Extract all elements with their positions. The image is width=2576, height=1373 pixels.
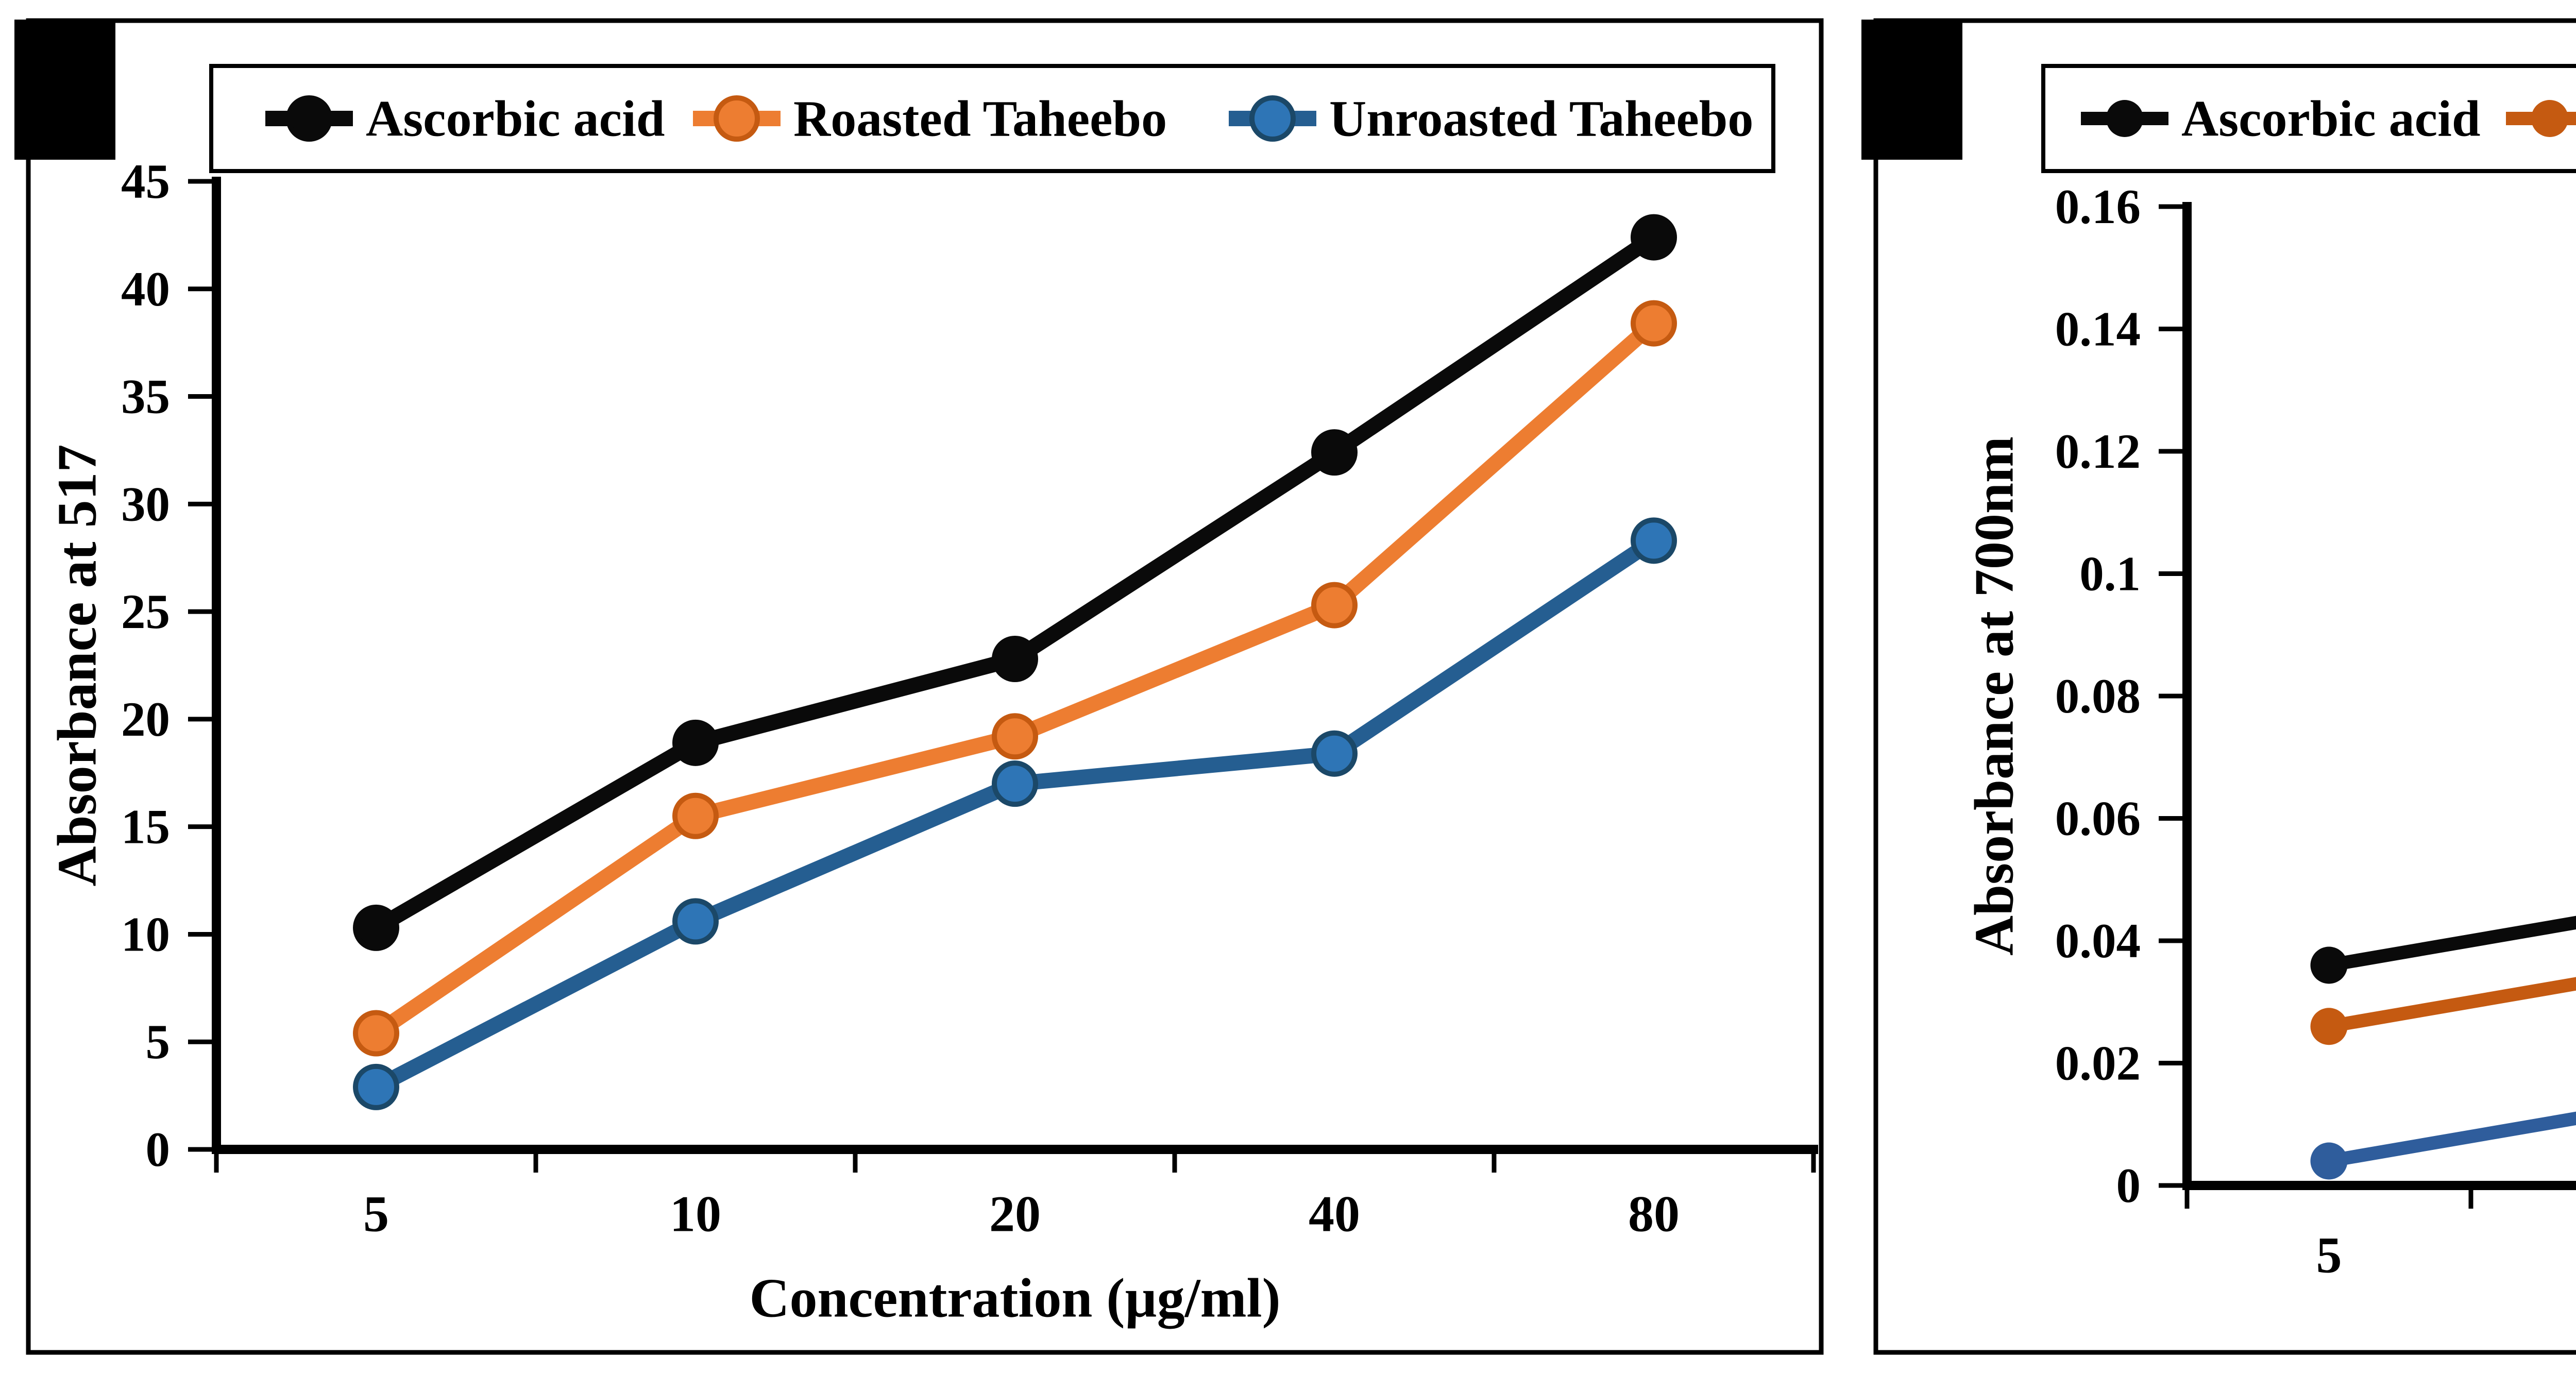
data-point-marker xyxy=(992,635,1038,682)
y-axis-tick-label: 20 xyxy=(121,692,170,747)
y-axis-tick-label: 35 xyxy=(121,369,170,424)
y-axis-tick-label: 0.08 xyxy=(2055,669,2141,723)
y-axis-tick-label: 0.06 xyxy=(2055,791,2141,846)
legend-label: Ascorbic acid xyxy=(366,90,665,147)
y-axis-tick-label: 0.02 xyxy=(2055,1036,2141,1091)
y-axis-tick-label: 0.1 xyxy=(2079,547,2141,601)
x-axis-tick-label: 80 xyxy=(1628,1185,1680,1243)
data-point-marker xyxy=(2310,1142,2348,1180)
y-axis-tick-label: 0.16 xyxy=(2055,179,2141,234)
y-axis-tick-label: 30 xyxy=(121,477,170,531)
x-axis-tick-label: 10 xyxy=(670,1185,721,1243)
y-axis-tick-label: 40 xyxy=(121,262,170,316)
legend-label: Ascorbic acid xyxy=(2181,90,2480,147)
data-point-marker xyxy=(672,792,719,839)
y-axis-tick-label: 45 xyxy=(121,154,170,209)
legend-marker-icon xyxy=(2531,100,2568,137)
y-axis-tick-label: 0 xyxy=(146,1122,171,1177)
x-axis-tick-label: 5 xyxy=(363,1185,389,1243)
data-point-marker xyxy=(1311,730,1358,777)
x-axis-tick-label: 5 xyxy=(2316,1227,2342,1284)
y-axis-tick-label: 0 xyxy=(2116,1158,2141,1213)
data-point-marker xyxy=(992,713,1038,760)
panel-background xyxy=(1840,0,2576,1373)
y-axis-title: Absorbance at 700nm xyxy=(1964,436,2025,956)
y-axis-tick-label: 0.12 xyxy=(2055,424,2141,479)
panel-label: B xyxy=(1872,23,1953,157)
legend-marker-icon xyxy=(286,95,332,142)
y-axis-tick-label: 10 xyxy=(121,907,170,961)
panel-a: A Ascorbic acid Roasted Taheebo Unroasted T… xyxy=(14,18,1824,1355)
x-axis-tick-label: 40 xyxy=(1309,1185,1360,1243)
data-point-marker xyxy=(1311,429,1358,476)
legend-marker-icon xyxy=(2106,100,2143,137)
y-axis-tick-label: 0.04 xyxy=(2055,913,2141,968)
data-point-marker xyxy=(1631,517,1677,564)
data-point-marker xyxy=(672,898,719,945)
y-axis-tick-label: 15 xyxy=(121,800,170,854)
data-point-marker xyxy=(2310,1008,2348,1045)
y-axis-tick-label: 0.14 xyxy=(2055,302,2141,357)
data-point-marker xyxy=(353,904,399,951)
y-axis-tick-label: 5 xyxy=(146,1014,171,1069)
data-point-marker xyxy=(992,760,1038,807)
panel-label: A xyxy=(21,23,109,157)
legend-label: Unroasted Taheebo xyxy=(1329,90,1753,147)
data-point-marker xyxy=(353,1063,399,1110)
series-line-ascorbic-acid xyxy=(2322,916,2576,972)
series-line-unroasted-taheebo xyxy=(2322,1111,2576,1168)
series-line-roasted-taheebo xyxy=(2322,977,2576,1033)
legend-marker-icon xyxy=(1249,95,1296,142)
y-axis-title: Absorbance at 517 xyxy=(47,445,108,887)
x-axis-tick-label: 20 xyxy=(989,1185,1041,1243)
data-point-marker xyxy=(1311,582,1358,629)
legend-label: Roasted Taheebo xyxy=(793,90,1167,147)
panel-border xyxy=(1873,18,2576,1355)
panel-border xyxy=(26,18,1824,1355)
panel-label-box xyxy=(14,20,115,160)
y-axis-tick-label: 25 xyxy=(121,584,170,639)
legend-marker-icon xyxy=(714,95,760,142)
panel-a-chart: A Ascorbic acid Roasted Taheebo Unroasted T… xyxy=(14,18,1824,1355)
panel-label-box xyxy=(1861,20,1962,160)
legend-box xyxy=(209,64,1775,173)
data-point-marker xyxy=(672,719,719,766)
x-axis-title: Concentration (µg/ml) xyxy=(749,1268,1280,1329)
data-point-marker xyxy=(353,1010,399,1057)
data-point-marker xyxy=(1631,300,1677,347)
data-point-marker xyxy=(2310,946,2348,984)
data-point-marker xyxy=(1631,214,1677,261)
